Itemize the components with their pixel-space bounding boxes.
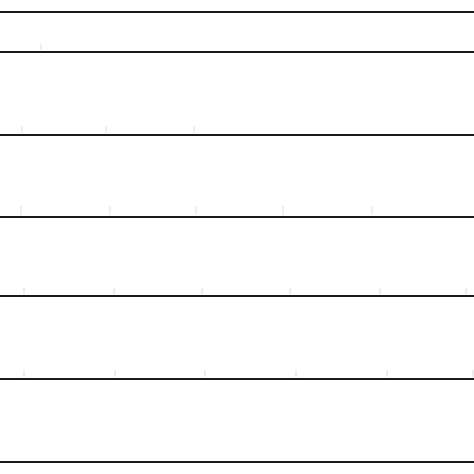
sphere-plot-mode-3a: -1010.50-0.50.50 <box>0 220 64 294</box>
sphere-plot-dipole-z: -1010.50-0.50.50 <box>0 55 62 133</box>
sphere-plot-zonal-4: -1010.50-0.50.50 <box>0 299 64 377</box>
sphere-plot-mode-4e: -1010.50-0.50.50 <box>421 299 474 377</box>
axes-box <box>465 288 467 294</box>
axes-box <box>472 370 474 377</box>
axes-box <box>386 370 388 377</box>
sphere-plot-mode-3c: -1010.50-0.50.50 <box>150 220 242 294</box>
axes-box <box>114 370 116 377</box>
axes-box <box>109 206 111 215</box>
sphere-plot-zonal-2: -1010.50-0.50.50 <box>0 138 61 215</box>
axes-box <box>23 288 25 294</box>
sphere-svg: -1010.50-0.50.50 <box>109 206 111 215</box>
axes-box <box>289 288 291 294</box>
sphere-svg: -1010.50-0.50.50 <box>23 288 25 294</box>
sphere-svg: -1010.50-0.50.50 <box>282 206 284 215</box>
sphere-plot-checker-4b: -1010.50-0.50.50 <box>153 299 245 377</box>
sphere-plot-tesseral-2a: -1010.50-0.50.50 <box>144 138 236 215</box>
sphere-plot-dipole-y: -1010.50-0.50.50 <box>142 55 234 133</box>
axes-box <box>295 370 297 377</box>
sphere-svg: -1010.50-0.50.50 <box>371 206 373 215</box>
sphere-svg: -1010.50-0.50.50 <box>193 126 195 133</box>
sphere-plot-checker-4d: -1010.50-0.50.50 <box>335 299 427 377</box>
axes-box <box>195 206 197 215</box>
row-divider <box>0 51 474 53</box>
axes-box <box>204 370 206 377</box>
row-divider <box>0 216 474 218</box>
axes-box <box>201 288 203 294</box>
sphere-svg: -1010.50-0.50.50 <box>289 288 291 294</box>
axes-box <box>21 126 23 133</box>
sphere-svg: -1010.50-0.50.50 <box>23 370 25 377</box>
row-divider <box>0 378 474 380</box>
sphere-svg: -1010.50-0.50.50 <box>20 206 22 215</box>
sphere-plot-zonal-3: -1010.50-0.50.50 <box>238 220 330 294</box>
sphere-svg: -1010.50-0.50.50 <box>201 288 203 294</box>
sphere-plot-dipole-x: -1010.50-0.50.50 <box>54 55 146 133</box>
axes-box <box>379 288 381 294</box>
sphere-svg: -1010.50-0.50.50 <box>472 370 474 377</box>
row-divider <box>0 11 474 13</box>
axes-box <box>20 206 22 215</box>
sphere-plot-tesseral-2c: -1010.50-0.50.50 <box>320 138 412 215</box>
axes-box <box>23 370 25 377</box>
sphere-svg: -1010.50-0.50.50 <box>113 288 115 294</box>
axes-box <box>113 288 115 294</box>
sphere-svg: -1010.50-0.50.50 <box>295 370 297 377</box>
sphere-plot-mode-3e: -1010.50-0.50.50 <box>414 220 474 294</box>
axes-box <box>40 44 42 50</box>
sphere-plot-mode-3b: -1010.50-0.50.50 <box>62 220 154 294</box>
row-divider <box>0 461 474 463</box>
sphere-svg: -1010.50-0.50.50 <box>465 288 467 294</box>
sphere-plot-tesseral-2b: -1010.50-0.50.50 <box>231 138 323 215</box>
sphere-plot-mode-3d: -1010.50-0.50.50 <box>328 220 420 294</box>
sphere-svg: -1010.50-0.50.50 <box>114 370 116 377</box>
sphere-svg: -1010.50-0.50.50 <box>386 370 388 377</box>
sphere-plot-checker-4a: -1010.50-0.50.50 <box>63 299 155 377</box>
axes-box <box>193 126 195 133</box>
sphere-svg: -1010.50-0.50.50 <box>195 206 197 215</box>
axes-box <box>105 126 107 133</box>
sphere-svg: -1010.50-0.50.50 <box>379 288 381 294</box>
row-divider <box>0 134 474 136</box>
sphere-svg: -1010.50-0.50.50 <box>204 370 206 377</box>
sphere-svg: -1010.50-0.50.50 <box>21 126 23 133</box>
axes-box <box>371 206 373 215</box>
axes-box <box>282 206 284 215</box>
sphere-svg: -1010.50-0.50.50 <box>105 126 107 133</box>
sphere-plot-sectoral-2: -1010.50-0.50.50 <box>58 138 150 215</box>
row-divider <box>0 295 474 297</box>
sphere-plot-mode-4c: -1010.50-0.50.50 <box>244 299 336 377</box>
sphere-plot-monopole: 0.50.5000.5 <box>0 15 81 50</box>
sphere-svg: 0.50.5000.5 <box>40 44 42 50</box>
